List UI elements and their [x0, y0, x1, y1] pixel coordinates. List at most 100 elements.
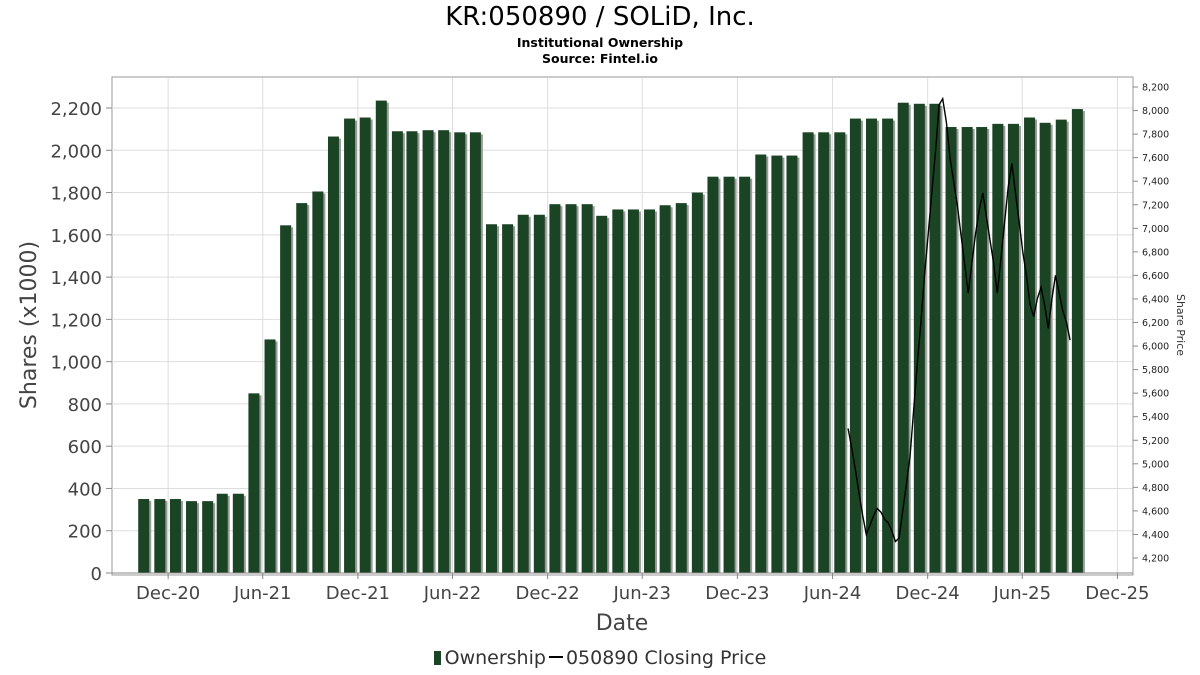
y2-tick-label: 8,200 [1142, 83, 1169, 94]
y2-tick-label: 5,800 [1142, 365, 1169, 376]
legend-price-label: 050890 Closing Price [565, 647, 767, 669]
price-line [847, 96, 1071, 543]
ownership-bar [248, 393, 260, 573]
x-axis-label: Date [596, 611, 649, 636]
chart-subtitle: Institutional Ownership [516, 35, 684, 50]
ownership-bar [202, 501, 214, 573]
y-tick-label: 1,000 [50, 353, 102, 374]
legend-ownership-swatch [433, 651, 441, 665]
ownership-bar [232, 493, 244, 573]
y2-tick-label: 7,000 [1142, 224, 1169, 235]
ownership-bar [454, 132, 466, 573]
y2-tick-label: 6,400 [1142, 294, 1169, 305]
ownership-bar [849, 118, 861, 574]
price-line-layer [847, 96, 1071, 543]
ownership-bar [186, 501, 198, 573]
ownership-bar [438, 130, 450, 573]
x-tick-label: Dec-20 [136, 583, 200, 604]
chart-canvas: 0 200 400 600 800 1,000 1,200 1,400 1,600 1,800 2,… [17, 76, 1187, 636]
y2-tick-label: 6,600 [1142, 271, 1169, 282]
y-tick-label: 800 [68, 395, 102, 416]
x-tick-label: Dec-21 [326, 583, 390, 604]
y-tick-label: 600 [68, 437, 102, 458]
chart-source: Source: Fintel.io [542, 51, 658, 66]
ownership-bar [739, 176, 751, 573]
legend-ownership-label: Ownership [444, 647, 546, 669]
ownership-bar [216, 493, 228, 573]
x-tick-label: Jun-24 [803, 583, 862, 604]
y-tick-label: 200 [68, 522, 102, 543]
y2-axis-label: Share Price [1174, 294, 1187, 356]
ownership-bar [485, 224, 497, 573]
ownership-bar [1039, 122, 1051, 573]
x-tick-label: Dec-25 [1085, 583, 1149, 604]
y-tick-label: 2,200 [50, 99, 102, 120]
ownership-bar [296, 203, 308, 573]
ownership-bar [154, 499, 166, 573]
ownership-bars [138, 100, 1085, 574]
ownership-bar [581, 204, 593, 573]
ownership-bar [723, 176, 735, 573]
y2-tick-label: 5,600 [1142, 389, 1169, 400]
ownership-bar [707, 176, 719, 573]
y2-tick-label: 7,600 [1142, 153, 1169, 164]
ownership-bar [502, 224, 514, 573]
ownership-bar [344, 118, 356, 574]
ownership-bar [675, 203, 687, 573]
ownership-bar [691, 192, 703, 573]
ownership-bar [469, 132, 481, 573]
ownership-bar [391, 131, 403, 573]
ownership-bar [659, 205, 671, 573]
y-tick-label: 2,000 [50, 141, 102, 162]
x-tick-label: Jun-25 [993, 583, 1052, 604]
ownership-bar [834, 132, 846, 573]
y2-tick-label: 8,000 [1142, 106, 1169, 117]
ownership-bar [375, 100, 387, 574]
ownership-bar [169, 499, 181, 573]
x-tick-label: Dec-23 [705, 583, 769, 604]
ownership-bar [866, 118, 878, 574]
y2-tick-label: 6,800 [1142, 247, 1169, 258]
ownership-bar [818, 132, 830, 573]
y2-tick-label: 4,400 [1142, 530, 1169, 541]
y-axis-label: Shares (x1000) [17, 241, 42, 409]
y-tick-label: 1,400 [50, 268, 102, 289]
ownership-bar [312, 191, 324, 573]
y-tick-label: 1,200 [50, 310, 102, 331]
chart-title: KR:050890 / SOLiD, Inc. [445, 2, 755, 32]
ownership-bar [961, 127, 973, 573]
y2-tick-label: 4,600 [1142, 506, 1169, 517]
y2-tick-label: 7,200 [1142, 200, 1169, 211]
ownership-bar [786, 155, 798, 573]
y2-tick-label: 5,200 [1142, 436, 1169, 447]
ownership-bar [897, 102, 909, 573]
ownership-bar [755, 154, 767, 573]
ownership-bar [1071, 109, 1083, 573]
y2-tick-label: 6,000 [1142, 342, 1169, 353]
ownership-bar [771, 155, 783, 573]
axes: 0 200 400 600 800 1,000 1,200 1,400 1,600 1,800 2,… [50, 77, 1169, 604]
ownership-bar [406, 131, 418, 573]
ownership-bar [264, 339, 276, 573]
ownership-bar [138, 499, 150, 573]
ownership-bar [359, 117, 371, 574]
y-tick-label: 1,800 [50, 184, 102, 205]
ownership-bar [549, 204, 561, 573]
ownership-bar [992, 123, 1004, 574]
x-tick-label: Jun-21 [233, 583, 292, 604]
ownership-bar [1055, 119, 1067, 573]
y2-tick-label: 4,800 [1142, 483, 1169, 494]
legend-price-swatch [548, 656, 563, 658]
ownership-bar [422, 130, 434, 573]
ownership-bar [565, 204, 577, 573]
ownership-bar [1007, 123, 1019, 574]
ownership-bar [327, 136, 339, 573]
ownership-bar [929, 103, 941, 573]
ownership-bar [612, 209, 624, 574]
y2-tick-label: 5,000 [1142, 459, 1169, 470]
y2-tick-label: 7,800 [1142, 130, 1169, 141]
ownership-bar [976, 127, 988, 573]
ownership-bar [517, 214, 529, 573]
ownership-bar [644, 209, 656, 574]
ownership-bar [596, 215, 608, 573]
